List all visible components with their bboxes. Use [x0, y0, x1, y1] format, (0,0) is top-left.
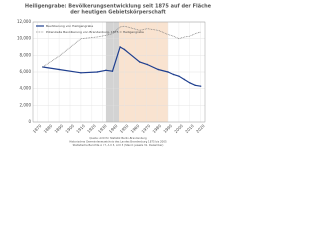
x-tick-label: 1940	[108, 123, 119, 134]
data-point	[194, 84, 196, 87]
data-point	[172, 73, 175, 76]
y-tick-label: 0	[28, 119, 31, 124]
data-point	[123, 48, 126, 51]
data-point	[199, 85, 202, 87]
series-line	[42, 25, 201, 68]
data-point	[96, 71, 98, 73]
y-tick-label: 10,000	[17, 36, 31, 41]
legend-label: Potenzielle Bevölkerung von Brandenburg,…	[46, 30, 144, 34]
data-point	[167, 71, 169, 73]
x-tick-label: 1910	[75, 123, 86, 134]
x-tick-label: 2000	[173, 123, 184, 134]
x-tick-label: 1980	[151, 123, 162, 134]
x-tick-label: 1890	[53, 123, 64, 134]
data-point	[183, 78, 186, 81]
data-point	[138, 61, 141, 63]
x-tick-label: 1990	[162, 123, 173, 134]
data-point	[80, 72, 82, 74]
chart-title: Heiligengrabe: Bevölkerungsentwicklung s…	[25, 4, 212, 10]
footer-text: Quelle: Amt für Statistik Berlin-Branden…	[89, 136, 147, 140]
x-tick-label: 2010	[184, 123, 195, 134]
x-tick-label: 1880	[43, 123, 54, 134]
data-point	[189, 82, 191, 84]
y-tick-label: 8,000	[20, 52, 32, 57]
data-point	[58, 68, 60, 71]
x-tick-label: 1870	[32, 123, 43, 134]
y-tick-label: 2,000	[20, 102, 32, 107]
y-tick-label: 4,000	[20, 86, 32, 91]
y-tick-label: 6,000	[20, 69, 32, 74]
data-point	[178, 75, 180, 77]
x-tick-label: 1900	[64, 123, 75, 134]
data-point	[119, 46, 121, 48]
x-tick-label: 1920	[86, 123, 97, 134]
x-tick-label: 1960	[130, 123, 141, 134]
data-point	[105, 69, 107, 72]
legend-label: Bevölkerung von Heiligengrabe	[46, 24, 93, 28]
data-point	[157, 68, 159, 71]
data-point	[111, 70, 114, 72]
y-tick-label: 12,000	[17, 19, 31, 24]
plot-frame	[32, 21, 206, 123]
x-tick-label: 2020	[195, 123, 206, 134]
x-tick-label: 1930	[97, 123, 108, 134]
x-tick-label: 1970	[140, 123, 151, 134]
chart: Heiligengrabe: Bevölkerungsentwicklung s…	[17, 4, 212, 148]
footer-text: Historisches Gemeindeverzeichnis des Lan…	[69, 140, 167, 144]
chart-title: der heutigen Gebietskörperschaft	[70, 10, 166, 16]
data-point	[146, 63, 149, 66]
x-tick-label: 1950	[119, 123, 130, 134]
series-line	[42, 46, 201, 87]
footer-text: Statistische Berichte A I 7, A II 3, A I…	[73, 143, 164, 147]
